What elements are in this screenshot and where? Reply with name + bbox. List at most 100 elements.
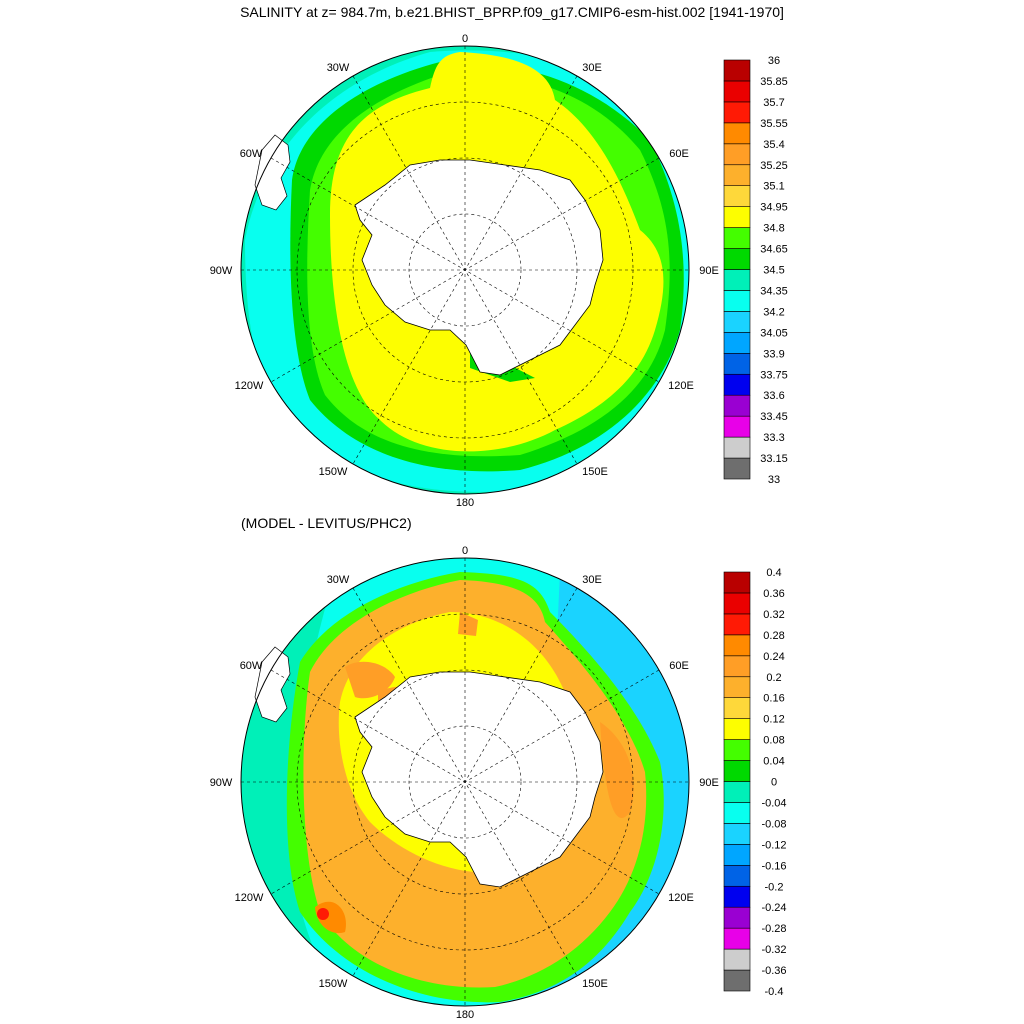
- difference-colorbar-tick-label: -0.32: [761, 944, 786, 956]
- salinity-colorbar-tick-label: 34.5: [763, 265, 784, 277]
- salinity-colorbar-tick-label: 35.85: [760, 76, 788, 88]
- map-title-salinity: SALINITY at z= 984.7m, b.e21.BHIST_BPRP.…: [240, 4, 784, 20]
- lon-label-30w: 30W: [327, 574, 350, 586]
- salinity-colorbar-swatch: [723, 269, 751, 291]
- antarctica-landmass: [354, 671, 604, 888]
- salinity-colorbar-tick-label: 33.75: [760, 369, 788, 381]
- south-america-tip: [254, 646, 291, 723]
- lon-label-180: 180: [456, 497, 474, 509]
- difference-colorbar-swatch: [723, 906, 751, 929]
- salinity-colorbar-tick-label: 33.45: [760, 411, 788, 423]
- lon-label-150w: 150W: [319, 978, 348, 990]
- difference-colorbar-swatch: [723, 885, 751, 908]
- difference-colorbar-swatch: [723, 634, 751, 657]
- salinity-colorbar-tick-label: 35.55: [760, 118, 788, 130]
- difference-colorbar-tick-label: 0.12: [763, 714, 784, 726]
- graticule: [241, 46, 689, 494]
- lon-label-90e: 90E: [699, 777, 719, 789]
- difference-colorbar-swatch: [723, 571, 751, 594]
- salinity-colorbar-swatch: [723, 436, 751, 459]
- difference-colorbar-swatch: [723, 948, 751, 971]
- salinity-colorbar-tick-label: 34.05: [760, 327, 788, 339]
- lon-label-0: 0: [462, 33, 468, 45]
- difference-colorbar-swatch: [723, 739, 751, 761]
- lon-label-120w: 120W: [235, 380, 264, 392]
- salinity-colorbar-swatch: [723, 248, 751, 270]
- lon-label-180: 180: [456, 1009, 474, 1021]
- difference-colorbar-swatch: [723, 718, 751, 740]
- salinity-colorbar-tick-label: 33.6: [763, 390, 784, 402]
- salinity-colorbar-tick-label: 33.15: [760, 453, 788, 465]
- difference-colorbar-tick-label: 0.36: [763, 588, 784, 600]
- difference-colorbar-swatch: [723, 823, 751, 845]
- salinity-colorbar-swatch: [723, 185, 751, 207]
- salinity-colorbar-tick-label: 35.25: [760, 160, 788, 172]
- difference-colorbar-swatch: [723, 760, 751, 782]
- difference-colorbar-swatch: [723, 697, 751, 719]
- salinity-colorbar-swatch: [723, 143, 751, 166]
- lon-label-120e: 120E: [668, 892, 694, 904]
- difference-colorbar-tick-label: 0.4: [766, 567, 781, 579]
- difference-colorbar-tick-label: -0.04: [761, 797, 786, 809]
- salinity-colorbar-tick-label: 35.4: [763, 139, 784, 151]
- difference-colorbar-tick-label: 0.32: [763, 609, 784, 621]
- salinity-colorbar-swatch: [723, 101, 751, 124]
- difference-colorbar-tick-label: -0.36: [761, 965, 786, 977]
- salinity-colorbar-swatch: [723, 206, 751, 228]
- difference-map-panel: 0 30E 60E 90E 120E 150E 180 150W 120W 90…: [210, 545, 787, 1021]
- lon-label-30e: 30E: [582, 62, 602, 74]
- difference-colorbar-swatch: [723, 864, 751, 887]
- salinity-colorbar-tick-label: 33: [768, 474, 780, 486]
- difference-colorbar-swatch: [723, 676, 751, 699]
- lon-label-120w: 120W: [235, 892, 264, 904]
- salinity-map-panel: 0 30E 60E 90E 120E 150E 180 150W 120W 90…: [210, 33, 788, 509]
- salinity-colorbar-tick-label: 35.7: [763, 97, 784, 109]
- south-america-tip: [254, 134, 291, 211]
- difference-colorbar-swatch: [723, 655, 751, 678]
- difference-colorbar-swatch: [723, 802, 751, 824]
- lon-label-150w: 150W: [319, 466, 348, 478]
- difference-colorbar: -0.4 -0.36 -0.32 -0.28 -0.24 -0.2 -0.16 -0.12 -0…: [723, 567, 787, 998]
- lon-label-30w: 30W: [327, 62, 350, 74]
- lon-label-150e: 150E: [582, 978, 608, 990]
- lon-label-90e: 90E: [699, 265, 719, 277]
- graticule: [241, 558, 689, 1006]
- difference-colorbar-tick-label: -0.24: [761, 902, 786, 914]
- salinity-colorbar-tick-label: 36: [768, 55, 780, 67]
- difference-colorbar-tick-label: 0.2: [766, 672, 781, 684]
- difference-colorbar-tick-label: 0.04: [763, 756, 784, 768]
- lon-label-60e: 60E: [669, 660, 689, 672]
- salinity-colorbar: 33 33.15 33.3 33.45 33.6 33.75 33.9 34.05 34.2 34…: [723, 55, 788, 486]
- salinity-colorbar-swatch: [723, 59, 751, 82]
- salinity-colorbar-swatch: [723, 311, 751, 333]
- salinity-colorbar-tick-label: 33.9: [763, 348, 784, 360]
- salinity-colorbar-tick-label: 34.2: [763, 306, 784, 318]
- salinity-colorbar-swatch: [723, 122, 751, 145]
- difference-colorbar-swatch: [723, 844, 751, 866]
- difference-colorbar-tick-label: 0.08: [763, 735, 784, 747]
- lon-label-90w: 90W: [210, 777, 233, 789]
- difference-colorbar-tick-label: -0.28: [761, 923, 786, 935]
- map-border: [240, 557, 690, 1007]
- difference-colorbar-swatch: [723, 969, 751, 992]
- difference-colorbar-swatch: [723, 613, 751, 636]
- salinity-colorbar-swatch: [723, 227, 751, 249]
- longitude-labels: 0 30E 60E 90E 120E 150E 180 150W 120W 90…: [210, 33, 719, 509]
- longitude-labels: 0 30E 60E 90E 120E 150E 180 150W 120W 90…: [210, 545, 719, 1021]
- lon-label-60w: 60W: [240, 148, 263, 160]
- salinity-colorbar-swatch: [723, 80, 751, 103]
- lon-label-150e: 150E: [582, 466, 608, 478]
- difference-colorbar-swatch: [723, 781, 751, 803]
- difference-colorbar-tick-label: -0.4: [765, 986, 784, 998]
- antarctica-landmass: [354, 159, 604, 376]
- salinity-colorbar-swatch: [723, 352, 751, 375]
- lon-label-90w: 90W: [210, 265, 233, 277]
- salinity-colorbar-swatch: [723, 415, 751, 438]
- salinity-colorbar-tick-label: 33.3: [763, 432, 784, 444]
- lon-label-0: 0: [462, 545, 468, 557]
- difference-colorbar-tick-label: -0.08: [761, 818, 786, 830]
- salinity-colorbar-swatch: [723, 457, 751, 480]
- lon-label-60e: 60E: [669, 148, 689, 160]
- lon-label-30e: 30E: [582, 574, 602, 586]
- difference-colorbar-tick-label: 0.28: [763, 630, 784, 642]
